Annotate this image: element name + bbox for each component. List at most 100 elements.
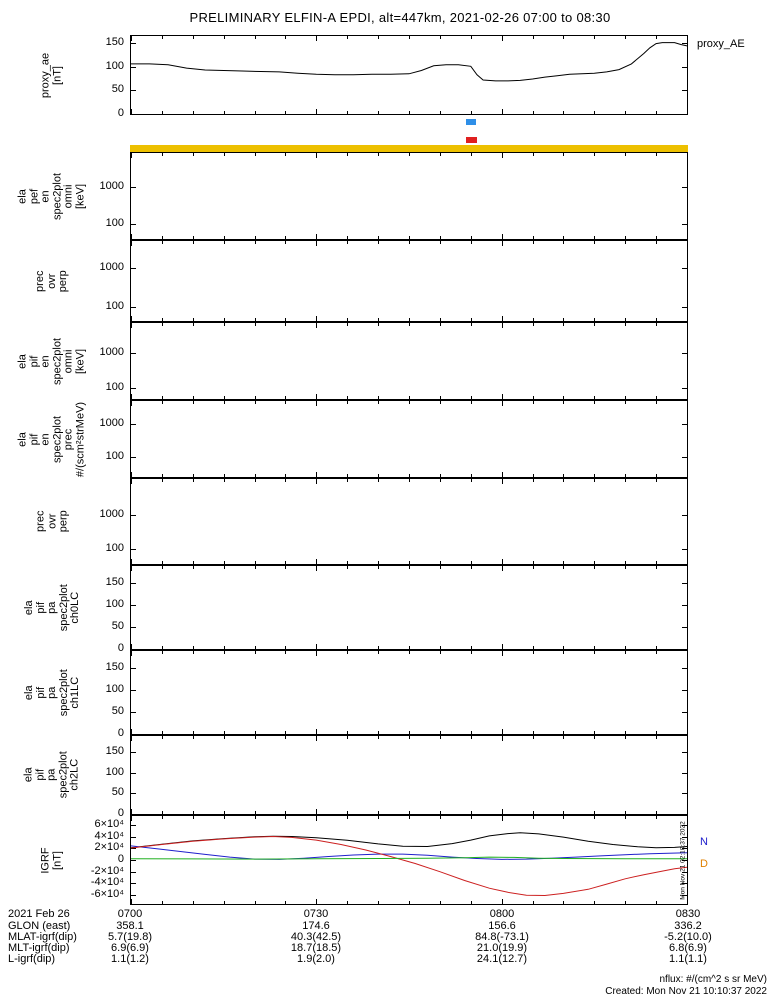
ytick-mark	[131, 424, 136, 425]
xtick-mark	[625, 241, 626, 244]
xtick-mark	[131, 36, 132, 41]
xtick-mark	[533, 479, 534, 482]
xtick-mark	[162, 401, 163, 404]
xtick-mark	[409, 474, 410, 477]
xtick-mark	[502, 729, 503, 734]
xtick-mark	[656, 318, 657, 321]
ytick-label: 1000	[99, 417, 124, 429]
xtick-mark	[285, 318, 286, 321]
xtick-mark	[440, 36, 441, 39]
plot-title: PRELIMINARY ELFIN-A EPDI, alt=447km, 202…	[189, 10, 611, 25]
ytick-mark	[131, 268, 136, 269]
xtick-mark	[440, 901, 441, 904]
ytick-mark	[682, 307, 687, 308]
ytick-mark	[131, 307, 136, 308]
ytick-mark	[682, 187, 687, 188]
ytick-mark	[131, 583, 136, 584]
xtick-mark	[440, 401, 441, 404]
xtick-mark	[347, 236, 348, 239]
xtick-mark	[347, 731, 348, 734]
time-label-0830: 0830	[675, 908, 701, 920]
ytick-mark	[682, 649, 687, 650]
xtick-mark	[563, 396, 564, 399]
xtick-mark	[193, 236, 194, 239]
xtick-mark	[378, 816, 379, 819]
ytick-mark	[131, 668, 136, 669]
xtick-mark	[316, 644, 317, 649]
xtick-mark	[316, 316, 317, 321]
xtick-mark	[224, 323, 225, 326]
xtick-mark	[131, 559, 132, 564]
ytick-label: 0	[117, 727, 124, 739]
ytick-label: 50	[111, 786, 124, 798]
xtick-mark	[131, 316, 132, 321]
ytick-mark	[682, 814, 687, 815]
ytick-mark	[131, 825, 136, 826]
xtick-mark	[131, 109, 132, 114]
ytick-mark	[131, 734, 136, 735]
series-B_N_blue	[131, 845, 687, 860]
xtick-mark	[255, 318, 256, 321]
xtick-mark	[625, 566, 626, 569]
proxy-ae-right-label: proxy_AE	[697, 38, 745, 50]
xtick-mark	[656, 474, 657, 477]
ytick-mark	[682, 668, 687, 669]
xtick-mark	[440, 731, 441, 734]
row-value: 21.0(19.9)	[476, 942, 528, 954]
xtick-mark	[471, 323, 472, 326]
xtick-mark	[224, 736, 225, 739]
ytick-label: 4×10⁴	[94, 830, 124, 842]
xtick-mark	[316, 153, 317, 158]
xtick-mark	[533, 318, 534, 321]
xtick-mark	[378, 901, 379, 904]
ytick-label: 150	[105, 36, 124, 48]
xtick-mark	[440, 241, 441, 244]
ytick-mark	[131, 712, 136, 713]
xtick-mark	[625, 651, 626, 654]
xtick-mark	[563, 474, 564, 477]
xtick-mark	[131, 394, 132, 399]
ytick-label: 1000	[99, 346, 124, 358]
xtick-mark	[563, 401, 564, 404]
xtick-mark	[533, 566, 534, 569]
ytick-mark	[131, 605, 136, 606]
xtick-mark	[347, 816, 348, 819]
xtick-mark	[533, 36, 534, 39]
xtick-mark	[378, 323, 379, 326]
xtick-mark	[316, 36, 317, 41]
ytick-mark	[682, 90, 687, 91]
xtick-mark	[625, 236, 626, 239]
xtick-mark	[656, 566, 657, 569]
ytick-label: 100	[105, 766, 124, 778]
xtick-mark	[162, 474, 163, 477]
ytick-mark	[682, 883, 687, 884]
series-B_E_green	[131, 856, 687, 860]
xtick-mark	[594, 566, 595, 569]
xtick-mark	[162, 111, 163, 114]
xtick-mark	[687, 566, 688, 571]
ytick-mark	[131, 187, 136, 188]
xtick-mark	[347, 566, 348, 569]
xtick-mark	[378, 36, 379, 39]
xtick-mark	[316, 736, 317, 741]
row-value: 40.3(42.5)	[290, 931, 342, 943]
xtick-mark	[131, 816, 132, 821]
xtick-mark	[533, 731, 534, 734]
ytick-mark	[682, 872, 687, 873]
panel-pif_en_spec_prec	[130, 400, 688, 478]
xtick-mark	[471, 474, 472, 477]
xtick-mark	[687, 323, 688, 328]
xtick-mark	[687, 109, 688, 114]
ytick-label: 2×10⁴	[94, 841, 124, 853]
row-value: 18.7(18.5)	[290, 942, 342, 954]
xtick-mark	[224, 561, 225, 564]
xtick-mark	[502, 651, 503, 656]
xtick-mark	[440, 111, 441, 114]
ytick-mark	[682, 752, 687, 753]
row-value: 1.1(1.1)	[669, 953, 707, 965]
xtick-mark	[594, 736, 595, 739]
xtick-mark	[347, 36, 348, 39]
xtick-mark	[440, 561, 441, 564]
ytick-mark	[682, 583, 687, 584]
xtick-mark	[656, 561, 657, 564]
